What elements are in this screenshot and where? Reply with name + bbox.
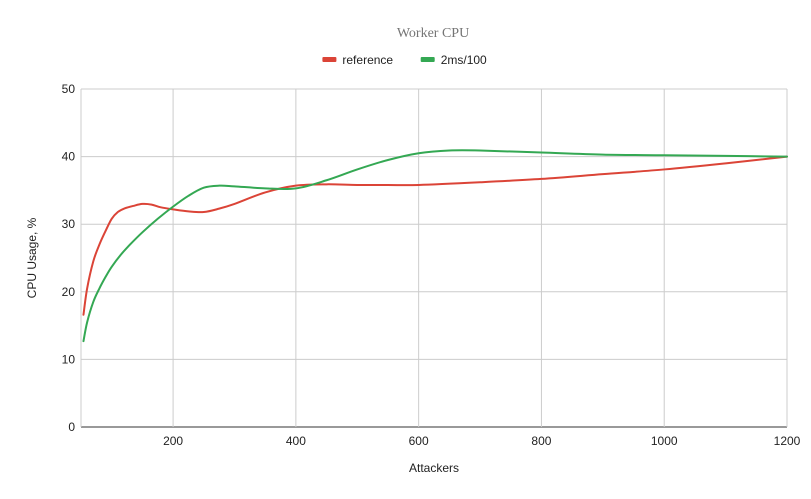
x-tick-label: 1000	[651, 434, 678, 448]
series-line-reference	[82, 155, 788, 316]
y-axis-ticks: 0 10 20 30 40 50	[62, 82, 76, 434]
y-axis-label: CPU Usage, %	[25, 217, 39, 298]
y-tick-label: 10	[62, 352, 76, 366]
gridlines	[80, 88, 788, 428]
legend: reference 2ms/100	[322, 53, 487, 67]
legend-item-2ms-100[interactable]: 2ms/100	[420, 53, 487, 67]
x-tick-label: 1200	[774, 434, 801, 448]
legend-swatch	[322, 57, 337, 62]
y-tick-label: 50	[62, 82, 76, 96]
y-tick-label: 30	[62, 217, 76, 231]
x-tick-label: 600	[409, 434, 429, 448]
y-tick-label: 0	[68, 420, 75, 434]
x-axis-ticks: 200 400 600 800 1000 1200	[163, 434, 801, 448]
x-axis-label: Attackers	[409, 461, 459, 475]
x-tick-label: 200	[163, 434, 183, 448]
x-tick-label: 400	[286, 434, 306, 448]
x-tick-label: 800	[531, 434, 551, 448]
legend-swatch	[420, 57, 435, 62]
legend-item-reference[interactable]: reference	[322, 53, 393, 67]
series-line-2ms-100	[82, 149, 788, 343]
legend-label: 2ms/100	[441, 53, 487, 67]
y-tick-label: 20	[62, 285, 76, 299]
y-tick-label: 40	[62, 150, 76, 164]
series-group	[82, 149, 788, 343]
chart-title: Worker CPU	[397, 26, 469, 41]
legend-label: reference	[342, 53, 393, 67]
